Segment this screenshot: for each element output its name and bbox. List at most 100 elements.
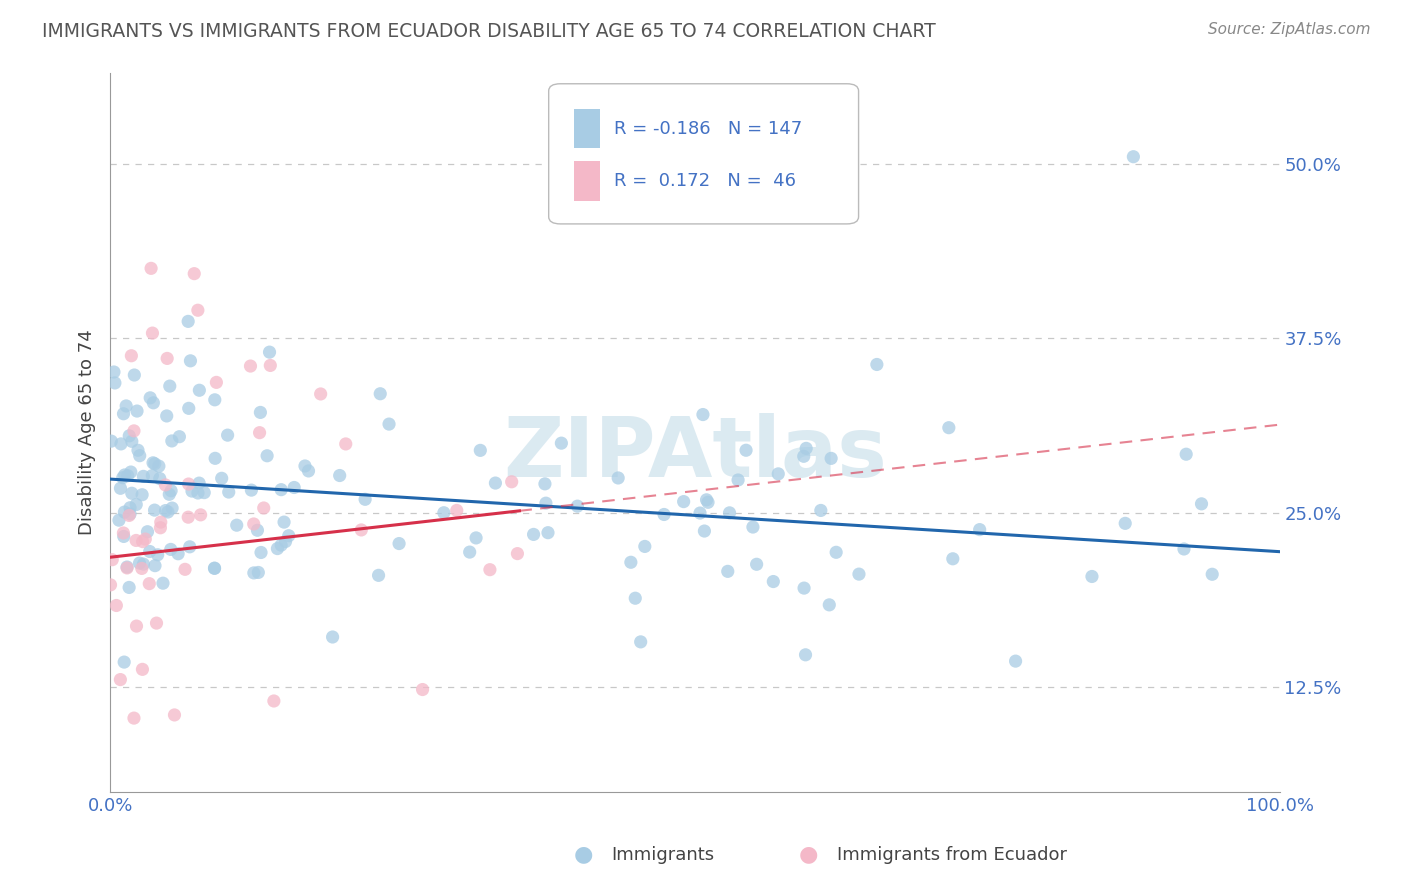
Point: [142, 396, 165, 410]
Point: [174, 562, 197, 576]
Point: [179, 540, 201, 554]
Point: [412, 682, 434, 697]
Point: [283, 481, 305, 495]
Point: [157, 487, 180, 501]
Point: [122, 424, 145, 438]
Point: [177, 401, 200, 416]
Point: [458, 545, 481, 559]
Point: [1175, 447, 1198, 461]
FancyBboxPatch shape: [575, 109, 600, 148]
Point: [187, 486, 209, 500]
Point: [534, 476, 557, 491]
Point: [607, 471, 630, 485]
Point: [112, 526, 135, 541]
Point: [634, 540, 657, 554]
Point: [188, 384, 211, 398]
Point: [550, 436, 572, 450]
Point: [139, 391, 162, 405]
Point: [125, 619, 148, 633]
Point: [131, 534, 153, 549]
Point: [242, 516, 264, 531]
Point: [120, 465, 142, 479]
Point: [115, 399, 138, 413]
Point: [177, 477, 200, 491]
Point: [131, 488, 153, 502]
Point: [117, 468, 139, 483]
Point: [125, 533, 148, 548]
Point: [100, 578, 122, 592]
Point: [270, 483, 292, 497]
FancyBboxPatch shape: [575, 161, 600, 201]
Point: [537, 525, 560, 540]
Point: [177, 510, 200, 524]
Point: [501, 475, 523, 489]
Point: [139, 261, 162, 276]
Point: [193, 485, 215, 500]
Point: [378, 417, 401, 431]
Point: [204, 392, 226, 407]
Point: [145, 616, 167, 631]
Point: [103, 365, 125, 379]
Point: [127, 443, 149, 458]
Point: [354, 492, 377, 507]
Point: [125, 498, 148, 512]
Point: [297, 464, 319, 478]
Point: [263, 694, 285, 708]
Point: [155, 503, 177, 517]
Point: [256, 449, 278, 463]
Text: ●: ●: [574, 845, 593, 864]
Point: [825, 545, 848, 559]
Point: [368, 386, 391, 401]
Point: [118, 581, 141, 595]
Point: [818, 598, 841, 612]
Point: [938, 420, 960, 434]
Point: [118, 429, 141, 443]
Point: [329, 468, 352, 483]
Point: [249, 425, 271, 440]
Point: [259, 359, 281, 373]
Point: [143, 503, 166, 517]
Point: [188, 476, 211, 491]
Point: [793, 450, 815, 464]
Point: [187, 303, 209, 318]
Point: [689, 506, 711, 520]
Point: [322, 630, 344, 644]
Point: [866, 358, 889, 372]
Point: [146, 548, 169, 562]
Point: [697, 495, 720, 509]
Text: R =  0.172   N =  46: R = 0.172 N = 46: [614, 172, 796, 190]
Point: [143, 558, 166, 573]
Point: [160, 483, 183, 498]
Point: [104, 376, 127, 390]
Point: [131, 561, 153, 575]
Point: [1004, 654, 1026, 668]
Point: [155, 478, 177, 492]
Point: [128, 449, 150, 463]
Point: [693, 524, 716, 538]
Point: [217, 428, 239, 442]
Point: [141, 326, 163, 340]
Point: [100, 434, 122, 449]
Point: [108, 513, 131, 527]
Point: [163, 708, 186, 723]
Text: ZIPAtlas: ZIPAtlas: [503, 413, 887, 494]
Point: [259, 345, 281, 359]
Point: [294, 458, 316, 473]
Point: [624, 591, 647, 606]
Point: [270, 538, 292, 552]
Point: [652, 508, 675, 522]
Point: [225, 518, 247, 533]
Point: [114, 467, 136, 482]
Point: [115, 560, 138, 574]
Point: [692, 408, 714, 422]
Point: [522, 527, 544, 541]
Point: [183, 267, 205, 281]
Point: [121, 434, 143, 449]
Text: Source: ZipAtlas.com: Source: ZipAtlas.com: [1208, 22, 1371, 37]
Point: [177, 314, 200, 328]
Point: [159, 379, 181, 393]
Point: [181, 484, 204, 499]
Point: [433, 506, 456, 520]
Point: [247, 566, 270, 580]
Point: [160, 434, 183, 448]
